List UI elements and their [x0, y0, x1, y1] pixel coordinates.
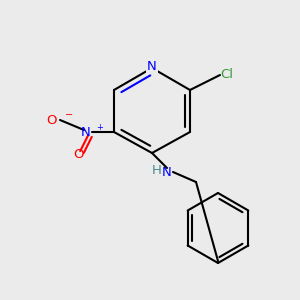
Text: H: H [152, 164, 162, 176]
Text: N: N [147, 59, 157, 73]
Text: N: N [162, 166, 172, 178]
Text: Cl: Cl [220, 68, 233, 82]
Text: O: O [46, 113, 57, 127]
Text: +: + [96, 122, 103, 131]
Text: O: O [74, 148, 84, 160]
Text: N: N [80, 125, 90, 139]
Text: −: − [65, 110, 73, 120]
